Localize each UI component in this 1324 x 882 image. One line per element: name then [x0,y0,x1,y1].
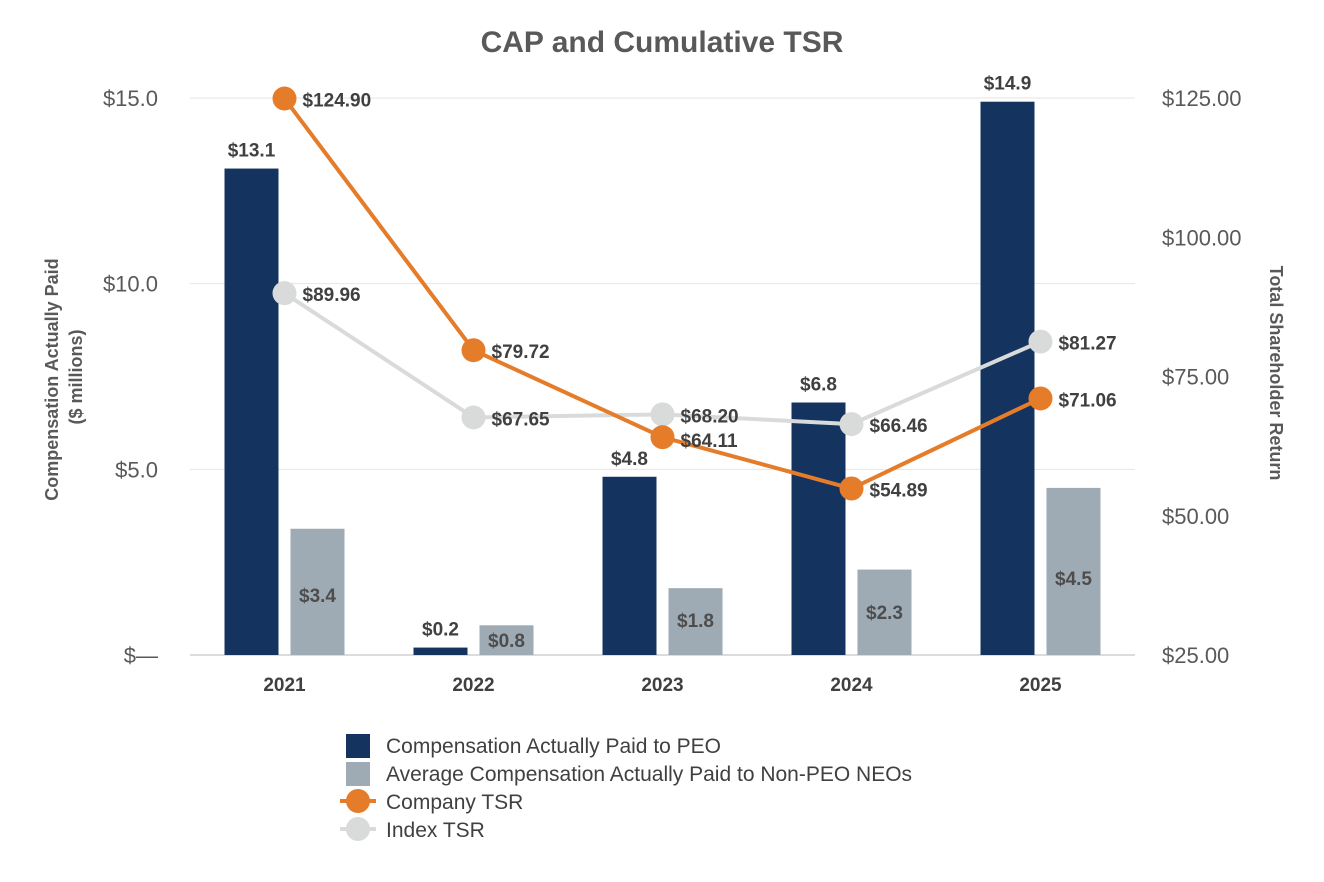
peo-cap-bar-label: $0.2 [422,620,459,641]
legend-label: Company TSR [386,791,523,814]
category-label: 2021 [263,675,306,696]
index-tsr-point [650,402,675,427]
neo-cap-bar-label: $1.8 [677,611,714,632]
left-axis-label: Compensation Actually Paid ($ millions) [42,253,86,500]
index-tsr-point [1028,329,1053,354]
right-tick-label: $75.00 [1162,365,1229,390]
company-tsr-point [272,86,297,111]
legend-marker [346,817,370,841]
right-tick-label: $50.00 [1162,504,1229,529]
category-label: 2024 [830,675,873,696]
bars: $13.1 $0.2 $4.8 $6.8 $14.9 $3.4 $0.8 $1.8 $2.3 $4… [224,74,1101,656]
left-tick-label: $5.0 [115,457,158,482]
category-label: 2023 [641,675,683,696]
index-tsr-label: $81.27 [1059,334,1117,355]
index-tsr-label: $66.46 [870,416,928,437]
company-tsr-label: $71.06 [1059,390,1117,411]
company-tsr-point [650,425,675,450]
legend-swatch [346,762,370,786]
neo-cap-bar [857,569,912,655]
category-label: 2022 [452,675,494,696]
neo-cap-bar-label: $4.5 [1055,569,1092,590]
left-axis-label-line2: ($ millions) [66,329,86,424]
company-tsr-label: $124.90 [303,91,372,112]
neo-cap-bar-label: $2.3 [866,603,903,624]
category-label: 2025 [1019,675,1062,696]
index-tsr-label: $67.65 [492,409,551,430]
peo-cap-bar [413,647,468,655]
company-tsr-point [1028,386,1053,411]
peo-cap-bar [602,476,657,655]
lines: $89.96 $67.65 $68.20 $66.46 $81.27 $124.90 $79… [272,86,1117,502]
legend: Compensation Actually Paid to PEO Average… [340,734,912,842]
right-tick-label: $125.00 [1162,86,1242,111]
legend-label: Index TSR [386,819,485,842]
company-tsr-point [839,476,864,501]
neo-cap-bar [290,528,345,655]
legend-marker [346,789,370,813]
peo-cap-bar [224,168,279,655]
index-tsr-label: $68.20 [681,406,739,427]
right-axis-ticks: $25.00 $50.00 $75.00 $100.00 $125.00 [1162,86,1242,668]
neo-cap-bar-label: $3.4 [299,586,336,607]
index-tsr-label: $89.96 [303,285,361,306]
gridlines [190,97,1135,656]
right-tick-label: $100.00 [1162,225,1242,250]
company-tsr-point [461,338,486,363]
neo-cap-bar [668,588,723,655]
neo-cap-bar [1046,487,1101,655]
index-tsr-point [461,405,486,430]
peo-cap-bar-label: $4.8 [611,449,648,470]
legend-label: Compensation Actually Paid to PEO [386,735,721,758]
left-tick-label: $10.0 [103,272,158,297]
index-tsr-point [839,412,864,437]
chart-title: CAP and Cumulative TSR [481,26,844,59]
peo-cap-bar-label: $13.1 [228,141,276,162]
peo-cap-bar [791,402,846,655]
neo-cap-bar [479,625,534,655]
right-axis-label: Total Shareholder Return [1266,266,1286,481]
legend-swatch [346,734,370,758]
right-tick-label: $25.00 [1162,643,1229,668]
legend-label: Average Compensation Actually Paid to No… [386,763,912,786]
neo-cap-bar-label: $0.8 [488,631,525,652]
left-tick-label: $— [124,643,158,668]
company-tsr-label: $79.72 [492,342,550,363]
peo-cap-bar-label: $14.9 [984,74,1032,95]
left-tick-label: $15.0 [103,86,158,111]
left-axis-label-line1: Compensation Actually Paid [42,258,62,500]
company-tsr-label: $54.89 [870,481,928,502]
company-tsr-label: $64.11 [681,431,738,452]
peo-cap-bar [980,101,1035,656]
category-labels: 2021 2022 2023 2024 2025 [263,675,1062,696]
index-tsr-point [272,281,297,306]
left-axis-ticks: $— $5.0 $10.0 $15.0 [103,86,158,668]
peo-cap-bar-label: $6.8 [800,374,837,395]
